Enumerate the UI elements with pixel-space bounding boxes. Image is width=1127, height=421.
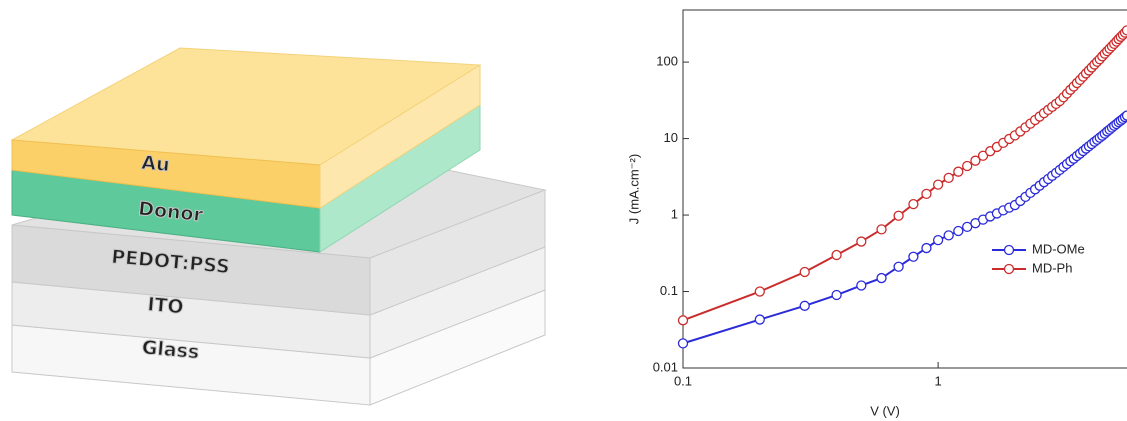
data-point: [962, 160, 973, 172]
device-stack: Au Donor PEDOT:PSS ITO Glass: [10, 47, 547, 406]
x-axis-label: V (V): [870, 403, 900, 418]
data-point: [970, 155, 981, 166]
plot-area: [677, 25, 1127, 349]
data-point: [932, 179, 944, 190]
data-point: [856, 236, 867, 247]
data-point: [876, 224, 887, 235]
data-point: [943, 230, 954, 241]
data-point: [876, 272, 887, 284]
au-side: [319, 64, 481, 209]
legend-label: MD-OMe: [1032, 241, 1085, 256]
data-point: [943, 172, 954, 184]
data-point: [1121, 25, 1127, 36]
legend-marker: [1003, 263, 1015, 275]
data-point: [921, 188, 932, 200]
data-point: [677, 338, 689, 349]
data-point: [977, 150, 989, 161]
y-tick-label: 1: [671, 206, 678, 221]
data-point: [893, 261, 904, 272]
data-point: [754, 314, 765, 325]
data-point: [908, 198, 919, 210]
data-point: [831, 249, 842, 261]
y-tick-label: 0.01: [653, 359, 678, 374]
data-point: [953, 225, 964, 237]
data-point: [893, 210, 904, 221]
data-point: [932, 234, 944, 246]
data-point: [856, 280, 867, 291]
data-point: [962, 221, 973, 233]
data-point: [908, 251, 919, 262]
data-point: [921, 242, 932, 254]
layer-label: Au: [141, 152, 171, 176]
data-point: [754, 286, 765, 297]
plot-frame: [682, 9, 1127, 369]
legend-label: MD-Ph: [1032, 260, 1072, 275]
layer-label: ITO: [147, 293, 185, 318]
y-tick-label: 10: [664, 130, 678, 145]
y-tick-label: 0.1: [660, 283, 678, 298]
data-point: [1121, 110, 1127, 121]
y-tick-label: 100: [656, 54, 678, 69]
y-axis-label: J (mA.cm⁻²): [626, 154, 641, 224]
data-point: [799, 300, 810, 311]
series-line: [682, 114, 1127, 345]
legend-marker: [1003, 244, 1015, 256]
x-tick-label: 1: [935, 373, 942, 388]
data-point: [831, 289, 842, 301]
data-point: [677, 315, 689, 326]
x-tick-label: 0.1: [674, 373, 692, 388]
data-point: [953, 166, 964, 177]
pedot-side: [369, 189, 546, 316]
data-point: [799, 266, 810, 278]
